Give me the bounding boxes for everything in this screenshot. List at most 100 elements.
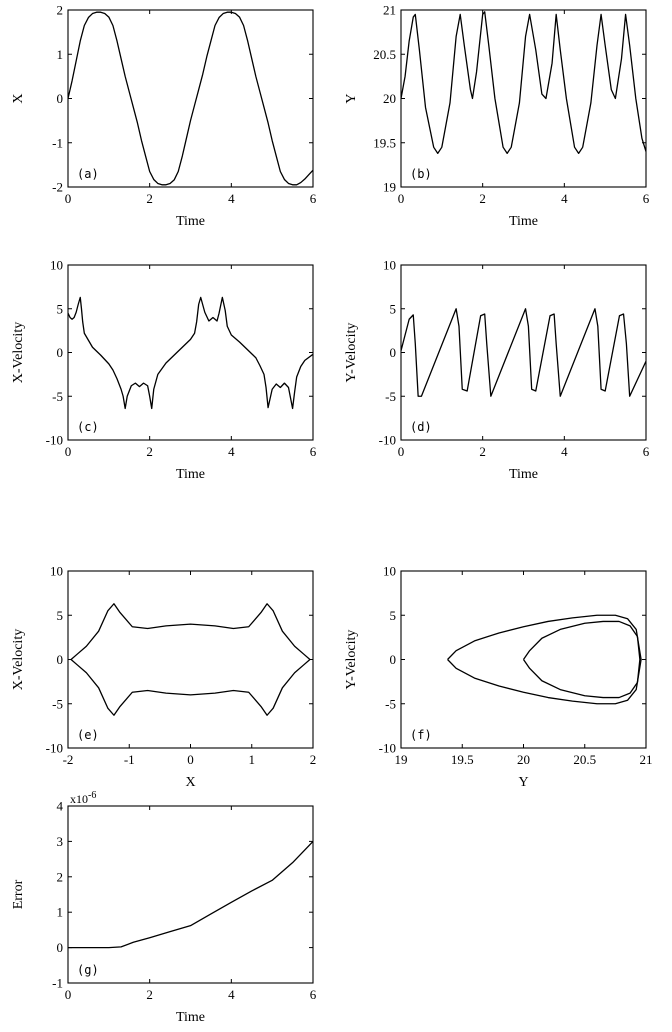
x-tick-label-c-2: 4 [228, 444, 235, 459]
x-tick-label-b-1: 2 [479, 191, 486, 206]
x-tick-label-a-0: 0 [65, 191, 72, 206]
y-tick-label-f-2: 0 [390, 652, 397, 667]
x-tick-label-d-3: 6 [643, 444, 650, 459]
x-axis-label-d: Time [509, 467, 538, 482]
panel-a: 0 2 4 6 -2 -1 0 1 2 Time X (a) [11, 3, 317, 230]
x-tick-label-f-3: 20.5 [573, 752, 596, 767]
series-line-a-0 [68, 11, 313, 186]
y-tick-label-b-4: 21 [383, 3, 396, 18]
x-tick-label-e-2: 0 [187, 752, 194, 767]
panel-f: 19 19.5 20 20.5 21 -10 -5 0 5 10 Y Y-Velocity (f) [344, 564, 653, 791]
x-tick-label-e-1: -1 [124, 752, 135, 767]
panel-d: 0 2 4 6 -10 -5 0 5 10 Time Y-Velocity (d) [344, 258, 650, 483]
y-tick-label-g-0: -1 [52, 976, 63, 991]
x-axis-label-b: Time [509, 214, 538, 229]
y-tick-label-e-1: -5 [52, 696, 63, 711]
plot-frame-c [67, 264, 314, 441]
y-tick-label-c-3: 5 [57, 301, 64, 316]
x-tick-label-e-4: 2 [310, 752, 317, 767]
y-tick-label-f-1: -5 [385, 696, 396, 711]
series-line-f-1 [522, 620, 641, 699]
y-tick-label-b-1: 19.5 [373, 135, 396, 150]
x-tick-label-e-0: -2 [63, 752, 74, 767]
y-tick-label-a-2: 0 [57, 91, 64, 106]
x-axis-label-f: Y [518, 775, 528, 790]
panel-label-f: (f) [410, 728, 432, 742]
x-axis-label-e: X [185, 775, 195, 790]
y-tick-label-b-3: 20.5 [373, 47, 396, 62]
x-tick-label-d-2: 4 [561, 444, 568, 459]
series-line-e-0 [70, 603, 311, 716]
y-tick-label-g-5: 4 [57, 799, 64, 814]
y-tick-label-d-4: 10 [383, 258, 396, 273]
x-tick-label-g-1: 2 [146, 987, 153, 1002]
y-tick-label-a-0: -2 [52, 180, 63, 195]
y-axis-label-g: Error [11, 879, 26, 909]
panel-label-b: (b) [410, 167, 432, 181]
x-tick-label-a-2: 4 [228, 191, 235, 206]
plot-frame-b [400, 9, 647, 188]
y-axis-label-f: Y-Velocity [344, 630, 359, 690]
x-tick-label-f-4: 21 [640, 752, 653, 767]
y-tick-label-f-3: 5 [390, 608, 397, 623]
series-line-g-0 [68, 840, 313, 949]
x-tick-label-a-1: 2 [146, 191, 153, 206]
exponent-base: x10 [70, 792, 88, 806]
x-tick-label-f-2: 20 [517, 752, 530, 767]
y-tick-label-g-4: 3 [57, 834, 64, 849]
series-line-d-0 [401, 308, 646, 397]
y-tick-label-c-1: -5 [52, 389, 63, 404]
x-tick-label-g-0: 0 [65, 987, 72, 1002]
x-tick-label-b-3: 6 [643, 191, 650, 206]
series-line-b-0 [401, 11, 646, 155]
x-tick-label-b-0: 0 [398, 191, 405, 206]
x-tick-label-a-3: 6 [310, 191, 317, 206]
y-tick-label-g-3: 2 [57, 869, 64, 884]
y-tick-label-c-2: 0 [57, 345, 64, 360]
x-tick-label-c-0: 0 [65, 444, 72, 459]
panel-b: 0 2 4 6 19 19.5 20 20.5 21 Time Y (b) [344, 3, 650, 230]
y-tick-label-b-2: 20 [383, 91, 396, 106]
x-tick-label-g-3: 6 [310, 987, 317, 1002]
y-tick-label-d-0: -10 [379, 433, 396, 448]
y-tick-label-e-4: 10 [50, 564, 63, 579]
x-tick-label-f-0: 19 [395, 752, 408, 767]
panel-label-e: (e) [77, 728, 99, 742]
y-axis-label-d: Y-Velocity [344, 323, 359, 383]
panel-c: 0 2 4 6 -10 -5 0 5 10 Time X-Velocity (c) [11, 258, 317, 483]
y-axis-label-b: Y [344, 93, 359, 103]
plot-frame-e [67, 570, 314, 749]
y-axis-label-e: X-Velocity [11, 629, 26, 690]
panel-label-d: (d) [410, 420, 432, 434]
series-line-f-0 [447, 614, 642, 705]
plot-frame-a [67, 9, 314, 188]
y-tick-label-e-3: 5 [57, 608, 64, 623]
y-tick-label-c-4: 10 [50, 258, 63, 273]
x-tick-label-d-0: 0 [398, 444, 405, 459]
panel-label-g: (g) [77, 963, 99, 977]
y-tick-label-e-2: 0 [57, 652, 64, 667]
exponent-power: -6 [88, 790, 96, 801]
x-axis-label-a: Time [176, 214, 205, 229]
x-tick-label-c-1: 2 [146, 444, 153, 459]
y-tick-label-b-0: 19 [383, 180, 396, 195]
x-tick-label-g-2: 4 [228, 987, 235, 1002]
x-tick-label-b-2: 4 [561, 191, 568, 206]
y-tick-label-g-2: 1 [57, 905, 64, 920]
x-tick-label-d-1: 2 [479, 444, 486, 459]
x-tick-label-e-3: 1 [249, 752, 256, 767]
y-tick-label-d-2: 0 [390, 345, 397, 360]
y-axis-label-a: X [11, 93, 26, 103]
x-tick-label-f-1: 19.5 [451, 752, 474, 767]
plot-frame-d [400, 264, 647, 441]
y-tick-label-d-3: 5 [390, 301, 397, 316]
y-tick-label-d-1: -5 [385, 389, 396, 404]
x-axis-label-c: Time [176, 467, 205, 482]
y-tick-label-a-4: 2 [57, 3, 64, 18]
plot-frame-g [67, 805, 314, 984]
panel-label-c: (c) [77, 420, 99, 434]
y-tick-label-a-1: -1 [52, 135, 63, 150]
x-tick-label-c-3: 6 [310, 444, 317, 459]
